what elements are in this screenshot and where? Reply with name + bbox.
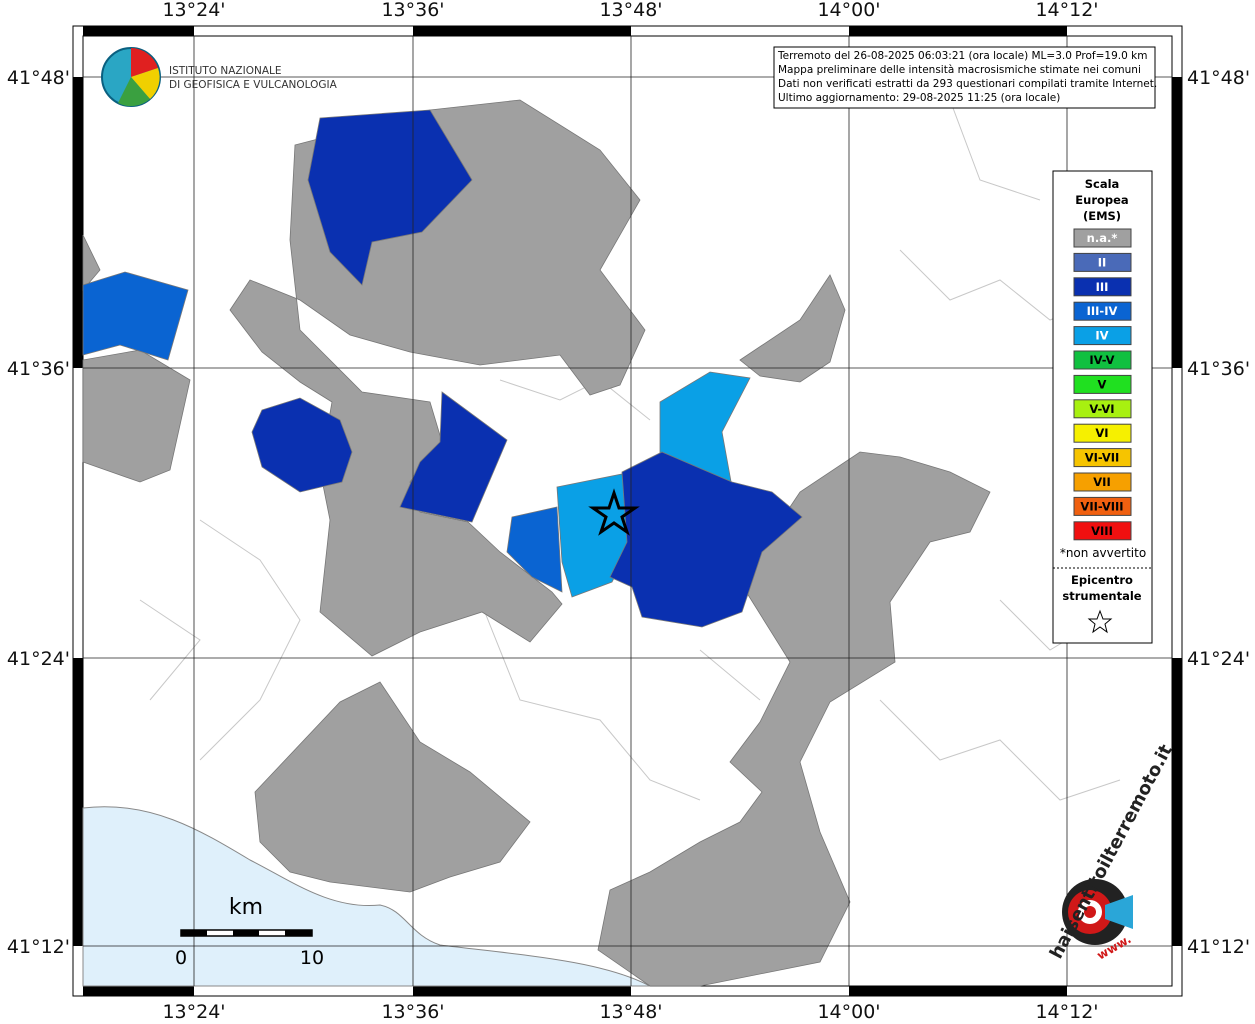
frame-bar xyxy=(413,986,631,996)
header-box xyxy=(773,46,1156,109)
legend-star xyxy=(1087,609,1113,634)
legend-title: Europea xyxy=(1075,193,1128,207)
region xyxy=(251,397,353,493)
header-line: Ultimo aggiornamento: 29-08-2025 11:25 (… xyxy=(778,92,1060,104)
region xyxy=(739,274,846,383)
scale-label: 10 xyxy=(300,947,324,969)
sea xyxy=(82,806,651,987)
longitude-label: 13°48' xyxy=(599,0,662,21)
legend-label: VI xyxy=(1095,426,1108,440)
frame-bar xyxy=(73,658,83,946)
latitude-label: 41°24' xyxy=(7,648,70,670)
legend-epicenter: Epicentro xyxy=(1071,573,1133,587)
legend-label: V xyxy=(1098,377,1107,391)
legend-swatch xyxy=(1073,448,1132,468)
legend-swatch xyxy=(1073,521,1132,541)
header-line: Mappa preliminare delle intensità macros… xyxy=(778,64,1141,76)
latitude-label: 41°12' xyxy=(7,936,70,958)
legend-label: III xyxy=(1096,280,1109,294)
latitude-label: 41°36' xyxy=(1187,358,1250,380)
legend-label: III-IV xyxy=(1087,304,1118,318)
longitude-label: 13°36' xyxy=(381,1001,444,1023)
longitude-label: 14°00' xyxy=(817,1001,880,1023)
legend-label: n.a.* xyxy=(1087,231,1118,245)
ingv-logo: ISTITUTO NAZIONALE DI GEOFISICA E VULCAN… xyxy=(101,47,338,107)
legend-label: VII-VIII xyxy=(1080,499,1123,513)
frame-bar xyxy=(83,26,194,36)
latitude-label: 41°48' xyxy=(7,67,70,89)
latitude-label: 41°24' xyxy=(1187,648,1250,670)
legend-label: VIII xyxy=(1091,524,1113,538)
latitude-label: 41°36' xyxy=(7,358,70,380)
longitude-label: 13°24' xyxy=(162,0,225,21)
intensity-regions xyxy=(82,99,991,987)
region xyxy=(82,271,189,361)
frame-bar xyxy=(83,986,194,996)
frame-bar xyxy=(1172,658,1182,946)
logo-text: ISTITUTO NAZIONALE xyxy=(169,65,282,77)
region xyxy=(399,391,508,523)
legend-swatch xyxy=(1073,326,1132,346)
longitude-label: 14°12' xyxy=(1035,1001,1098,1023)
latitude-label: 41°12' xyxy=(1187,936,1250,958)
legend-label: IV-V xyxy=(1089,353,1114,367)
municipal-boundaries xyxy=(139,99,1121,801)
legend-label: VII xyxy=(1093,475,1110,489)
legend-swatch xyxy=(1073,496,1132,516)
longitude-label: 13°24' xyxy=(162,1001,225,1023)
legend-swatch xyxy=(1073,399,1132,419)
header: Terremoto del 26-08-2025 06:03:21 (ora l… xyxy=(777,50,1157,104)
frame-bar xyxy=(1172,77,1182,368)
legend-label: VI-VII xyxy=(1085,451,1120,465)
region xyxy=(597,451,991,987)
legend-swatch xyxy=(1073,252,1132,272)
longitude-label: 14°00' xyxy=(817,0,880,21)
longitude-label: 14°12' xyxy=(1035,0,1098,21)
longitude-label: 13°36' xyxy=(381,0,444,21)
legend-title: (EMS) xyxy=(1083,209,1121,223)
legend-swatch xyxy=(1073,423,1132,443)
region xyxy=(307,109,473,286)
legend-footnote: *non avvertito xyxy=(1060,546,1146,560)
frame-bar xyxy=(413,26,631,36)
latitude-label: 41°48' xyxy=(1187,67,1250,89)
legend-label: V-VI xyxy=(1089,402,1114,416)
scale-bar: km 0 10 xyxy=(175,895,324,969)
header-line: Dati non verificati estratti da 293 ques… xyxy=(778,78,1157,90)
frame-bar xyxy=(849,986,1067,996)
frame-bar xyxy=(73,77,83,368)
legend-epicenter: strumentale xyxy=(1062,589,1141,603)
longitude-label: 13°48' xyxy=(599,1001,662,1023)
scale-unit: km xyxy=(229,895,263,920)
region xyxy=(82,234,101,292)
legend-title: Scala xyxy=(1085,177,1120,191)
legend-swatch xyxy=(1073,301,1132,321)
logo-text: DI GEOFISICA E VULCANOLOGIA xyxy=(169,79,338,91)
legend-swatch xyxy=(1073,374,1132,394)
region xyxy=(254,681,531,893)
frame-bar xyxy=(849,26,1067,36)
legend-swatch xyxy=(1073,350,1132,370)
legend-swatch xyxy=(1073,277,1132,297)
legend-swatch xyxy=(1073,228,1132,248)
epicenter-star xyxy=(588,488,640,536)
frame-bars xyxy=(73,26,1182,996)
legend: ScalaEuropea(EMS)n.a.*IIIIIIII-IVIVIV-VV… xyxy=(1060,177,1146,603)
legend-label: IV xyxy=(1095,329,1108,343)
header-line: Terremoto del 26-08-2025 06:03:21 (ora l… xyxy=(777,50,1147,62)
legend-swatch xyxy=(1073,472,1132,492)
region xyxy=(506,506,563,593)
scale-label: 0 xyxy=(175,947,187,969)
region xyxy=(609,451,803,628)
legend-label: II xyxy=(1098,255,1107,269)
